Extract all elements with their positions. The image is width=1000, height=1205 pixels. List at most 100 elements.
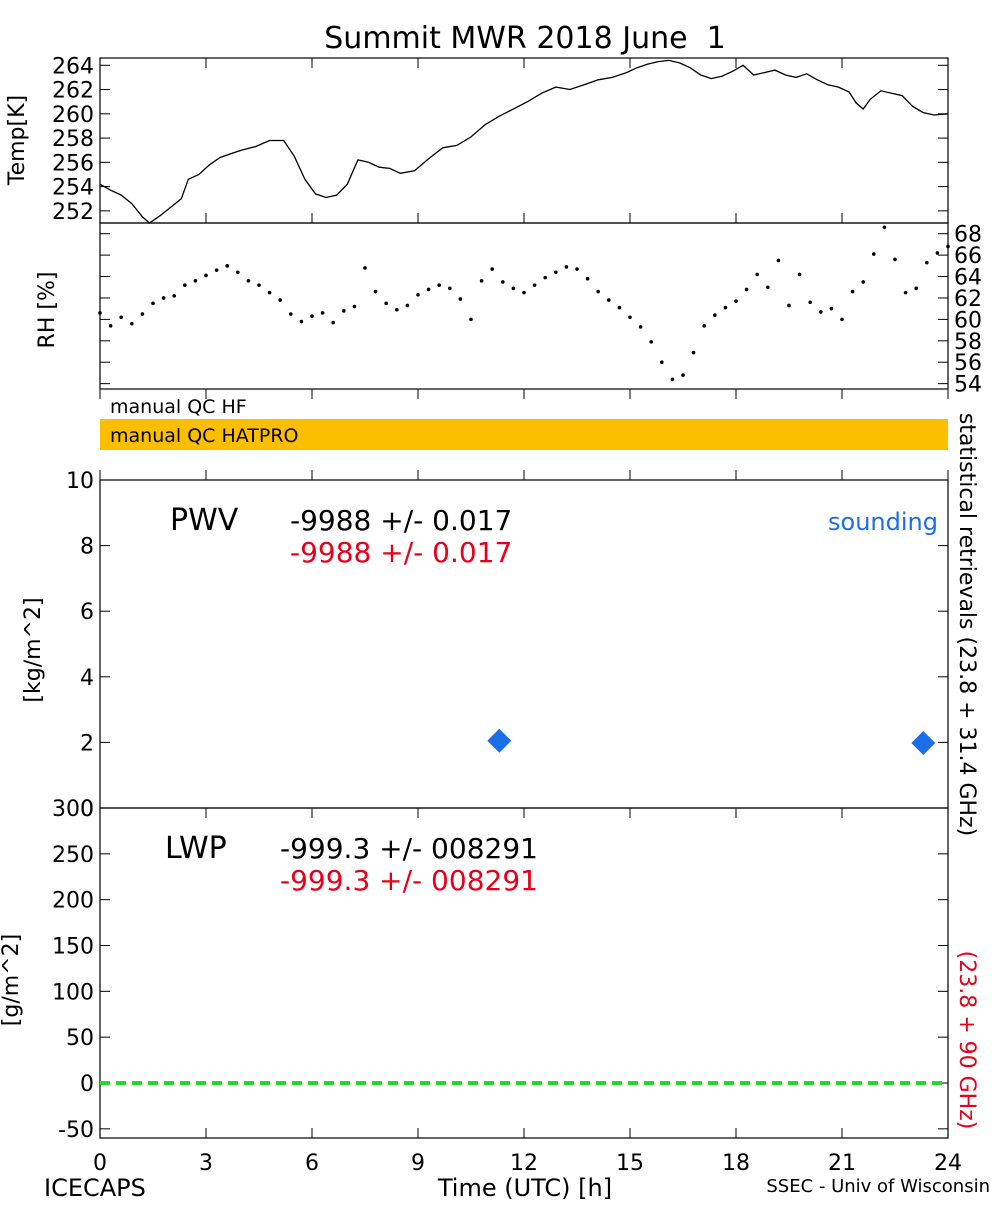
x-tick-label: 3 bbox=[199, 1151, 213, 1176]
rh-y-tick-label: 54 bbox=[954, 373, 982, 398]
rh-point bbox=[119, 315, 123, 320]
rh-point bbox=[946, 244, 950, 249]
temperature-frame bbox=[99, 57, 949, 224]
rh-point bbox=[352, 304, 357, 309]
lwp-y-tick-label: -50 bbox=[58, 1118, 94, 1143]
temperature-y-tick-label: 256 bbox=[52, 151, 94, 176]
rh-point bbox=[310, 314, 314, 318]
rh-point bbox=[660, 360, 664, 365]
rh-point bbox=[204, 273, 208, 278]
temperature-y-label: Temp[K] bbox=[5, 95, 30, 186]
rh-point bbox=[490, 267, 495, 271]
rh-point bbox=[554, 270, 558, 275]
rh-point bbox=[797, 272, 802, 277]
right-label-statistical: statistical retrievals (23.8 + 31.4 GHz) bbox=[954, 413, 979, 875]
lwp-label: LWP bbox=[165, 831, 227, 866]
pwv-y-tick-label: 10 bbox=[66, 469, 94, 494]
rh-point bbox=[596, 289, 600, 294]
rh-y-label: RH [%] bbox=[35, 272, 60, 349]
rh-point bbox=[850, 289, 855, 294]
rh-point bbox=[893, 257, 897, 262]
pwv-y-tick-label: 8 bbox=[80, 535, 94, 560]
rh-point bbox=[214, 268, 219, 272]
rh-point bbox=[819, 310, 823, 314]
rh-point bbox=[585, 276, 590, 281]
rh-point bbox=[183, 283, 187, 287]
rh-point bbox=[670, 377, 675, 382]
temperature-line bbox=[99, 59, 949, 224]
right-label-black: statistical retrievals (23.8 + 31.4 GHz) bbox=[954, 413, 979, 836]
x-tick-label: 6 bbox=[305, 1151, 319, 1176]
lwp-y-tick-label: 300 bbox=[52, 797, 94, 822]
rh-point bbox=[787, 303, 791, 308]
rh-point bbox=[872, 252, 876, 256]
lwp-y-ticks: -50 0 50 100 150 200 250 300 bbox=[52, 797, 948, 1143]
rh-point bbox=[479, 279, 484, 283]
lwp-stat-red: -999.3 +/- 008291 bbox=[280, 864, 538, 897]
rh-point bbox=[426, 287, 431, 292]
rh-point bbox=[925, 260, 929, 265]
rh-point bbox=[776, 258, 781, 263]
rh-point bbox=[808, 300, 812, 305]
rh-point bbox=[829, 306, 834, 311]
rh-point bbox=[543, 275, 547, 280]
x-tick-label: 21 bbox=[828, 1151, 856, 1176]
rh-point bbox=[108, 324, 113, 328]
rh-point bbox=[638, 325, 643, 329]
rh-point bbox=[320, 311, 325, 315]
rh-point bbox=[267, 290, 272, 295]
rh-point bbox=[363, 266, 367, 270]
rh-y-tick-label: 56 bbox=[954, 351, 982, 376]
rh-point bbox=[373, 289, 378, 294]
rh-point bbox=[331, 320, 336, 325]
rh-point bbox=[713, 313, 717, 317]
pwv-sounding-point bbox=[487, 728, 512, 753]
lwp-y-tick-label: 100 bbox=[52, 980, 94, 1005]
pwv-legend-sounding: sounding bbox=[828, 508, 938, 536]
rh-y-tick-label: 64 bbox=[954, 266, 982, 291]
rh-point bbox=[840, 317, 844, 322]
rh-y-tick-label: 60 bbox=[954, 308, 982, 333]
rh-point bbox=[448, 286, 452, 291]
x-tick-label: 15 bbox=[616, 1151, 644, 1176]
qc-flags: manual QC HF manual QC HATPRO bbox=[100, 393, 948, 450]
rh-point bbox=[691, 350, 696, 355]
lwp-y-tick-label: 0 bbox=[80, 1072, 94, 1097]
pwv-label: PWV bbox=[170, 503, 239, 538]
rh-y-tick-label: 66 bbox=[954, 244, 982, 269]
rh-point bbox=[437, 283, 442, 287]
x-tick-label: 18 bbox=[722, 1151, 750, 1176]
temperature-y-tick-label: 260 bbox=[52, 103, 94, 128]
pwv-y-tick-label: 6 bbox=[80, 600, 94, 625]
rh-point bbox=[342, 309, 346, 313]
rh-point bbox=[416, 292, 420, 297]
rh-point bbox=[278, 298, 283, 302]
rh-point bbox=[575, 267, 579, 271]
x-axis-label: Time (UTC) [h] bbox=[437, 1174, 612, 1200]
rh-point bbox=[151, 301, 155, 306]
rh-y-tick-label: 58 bbox=[954, 330, 982, 355]
rh-point bbox=[193, 279, 198, 283]
rh-point bbox=[257, 283, 261, 287]
lwp-y-label: [g/m^2] bbox=[0, 934, 24, 1026]
x-tick-label: 0 bbox=[93, 1151, 107, 1176]
rh-point bbox=[161, 296, 166, 300]
qc-hf-label: manual QC HF bbox=[110, 396, 247, 418]
rh-point bbox=[130, 321, 134, 326]
lwp-y-tick-label: 150 bbox=[52, 935, 94, 960]
rh-point bbox=[395, 307, 399, 312]
lwp-stat-black: -999.3 +/- 008291 bbox=[280, 832, 538, 865]
lwp-y-tick-label: 50 bbox=[66, 1026, 94, 1051]
rh-points bbox=[98, 225, 950, 382]
footer-right: SSEC - Univ of Wisconsin bbox=[766, 1176, 990, 1197]
rh-point bbox=[617, 305, 622, 310]
rh-point bbox=[723, 305, 728, 310]
temperature-y-tick-label: 264 bbox=[52, 54, 94, 79]
rh-point bbox=[172, 294, 176, 298]
pwv-y-label: [kg/m^2] bbox=[21, 597, 46, 702]
qc-hatpro-bar bbox=[100, 419, 948, 450]
lwp-y-tick-label: 200 bbox=[52, 889, 94, 914]
pwv-panel: 0 2 4 6 8 10 PWV -9988 +/- 0.017 -9988 +/- 0.… bbox=[21, 469, 949, 822]
right-label-red: (23.8 + 90 GHz) bbox=[954, 951, 979, 1130]
